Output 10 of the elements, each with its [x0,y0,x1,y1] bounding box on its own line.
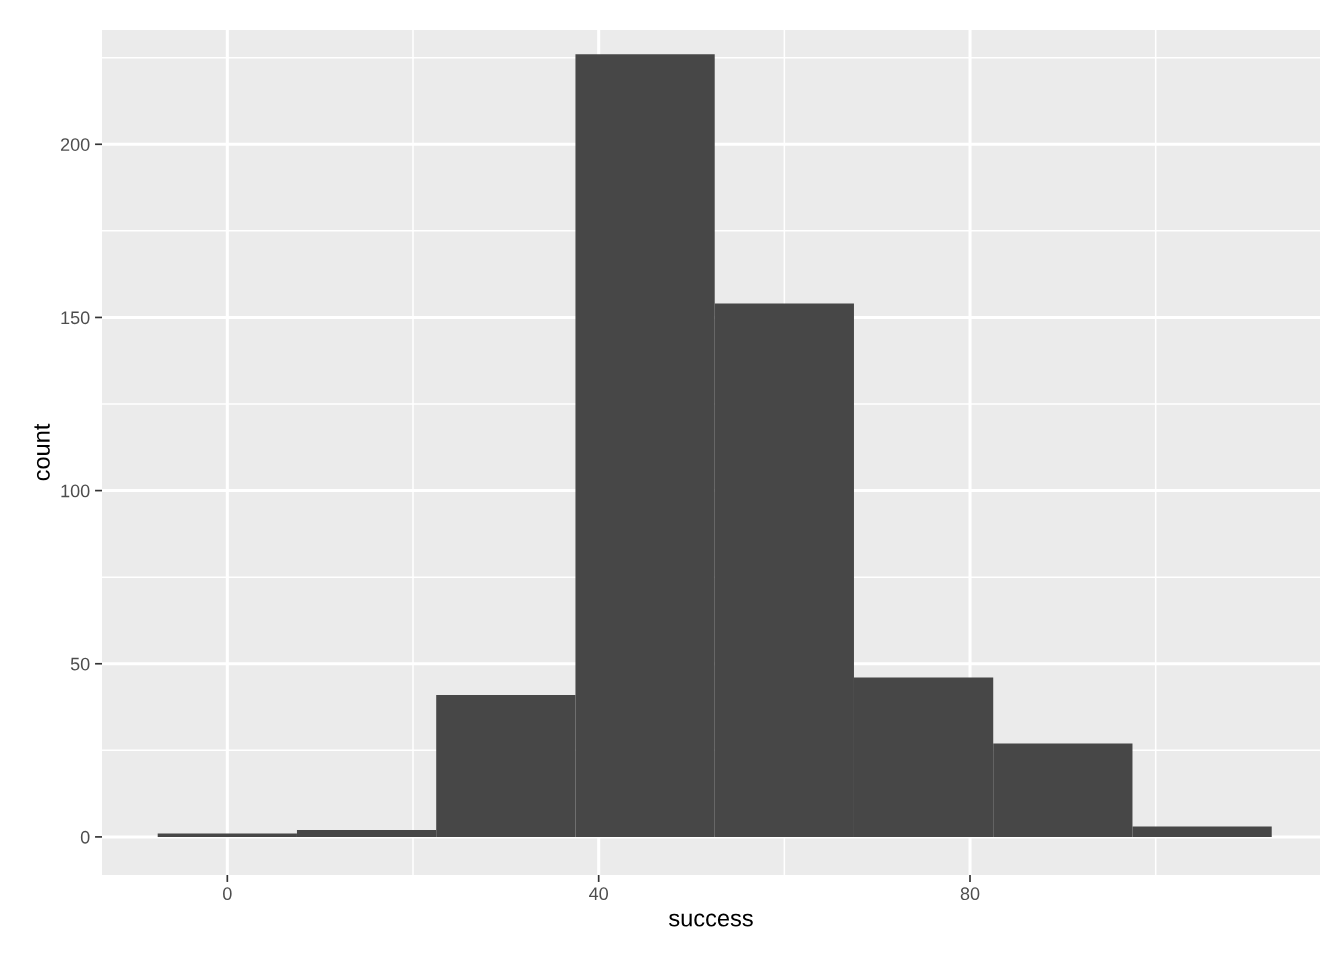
y-tick-label: 50 [70,657,90,671]
y-tick-label: 150 [61,311,90,325]
x-tick-label: 80 [960,887,980,901]
y-tick-label: 100 [61,484,90,498]
x-tick-label: 0 [223,887,232,901]
y-tick-label: 0 [80,830,90,844]
x-axis-title: success [669,913,753,927]
y-tick-label: 200 [60,138,90,151]
y-axis-title: count [34,423,50,481]
x-tick-label: 40 [589,887,609,901]
